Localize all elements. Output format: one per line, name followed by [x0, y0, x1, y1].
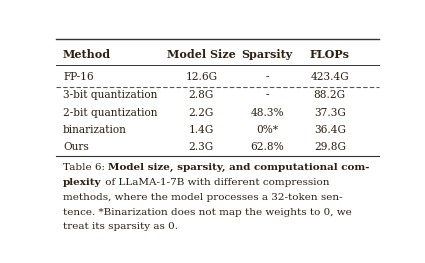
Text: treat its sparsity as 0.: treat its sparsity as 0.	[63, 222, 178, 231]
Text: plexity: plexity	[63, 178, 102, 187]
Text: 2.3G: 2.3G	[189, 142, 214, 152]
Text: Ours: Ours	[63, 142, 89, 152]
Text: -: -	[266, 90, 269, 100]
Text: 2.8G: 2.8G	[189, 90, 214, 100]
Text: 62.8%: 62.8%	[250, 142, 284, 152]
Text: Model Size: Model Size	[167, 49, 236, 60]
Text: FP-16: FP-16	[63, 72, 94, 82]
Text: 36.4G: 36.4G	[314, 125, 346, 135]
Text: Method: Method	[63, 49, 111, 60]
Text: 3-bit quantization: 3-bit quantization	[63, 90, 157, 100]
Text: Sparsity: Sparsity	[241, 49, 293, 60]
Text: 37.3G: 37.3G	[314, 108, 346, 118]
Text: 0%*: 0%*	[256, 125, 278, 135]
Text: 88.2G: 88.2G	[314, 90, 346, 100]
Text: 1.4G: 1.4G	[189, 125, 214, 135]
Text: 12.6G: 12.6G	[185, 72, 218, 82]
Text: 2.2G: 2.2G	[189, 108, 214, 118]
Text: FLOPs: FLOPs	[310, 49, 350, 60]
Text: 29.8G: 29.8G	[314, 142, 346, 152]
Text: tence. *Binarization does not map the weights to 0, we: tence. *Binarization does not map the we…	[63, 208, 352, 217]
Text: 48.3%: 48.3%	[250, 108, 284, 118]
Text: of LLaMA-1-7B with different compression: of LLaMA-1-7B with different compression	[102, 178, 329, 187]
Text: 2-bit quantization: 2-bit quantization	[63, 108, 158, 118]
Text: methods, where the model processes a 32-token sen-: methods, where the model processes a 32-…	[63, 193, 343, 202]
Text: Model size, sparsity, and computational com-: Model size, sparsity, and computational …	[108, 163, 370, 172]
Text: Table 6:: Table 6:	[63, 163, 108, 172]
Text: 423.4G: 423.4G	[310, 72, 349, 82]
Text: binarization: binarization	[63, 125, 127, 135]
Text: -: -	[266, 72, 269, 82]
